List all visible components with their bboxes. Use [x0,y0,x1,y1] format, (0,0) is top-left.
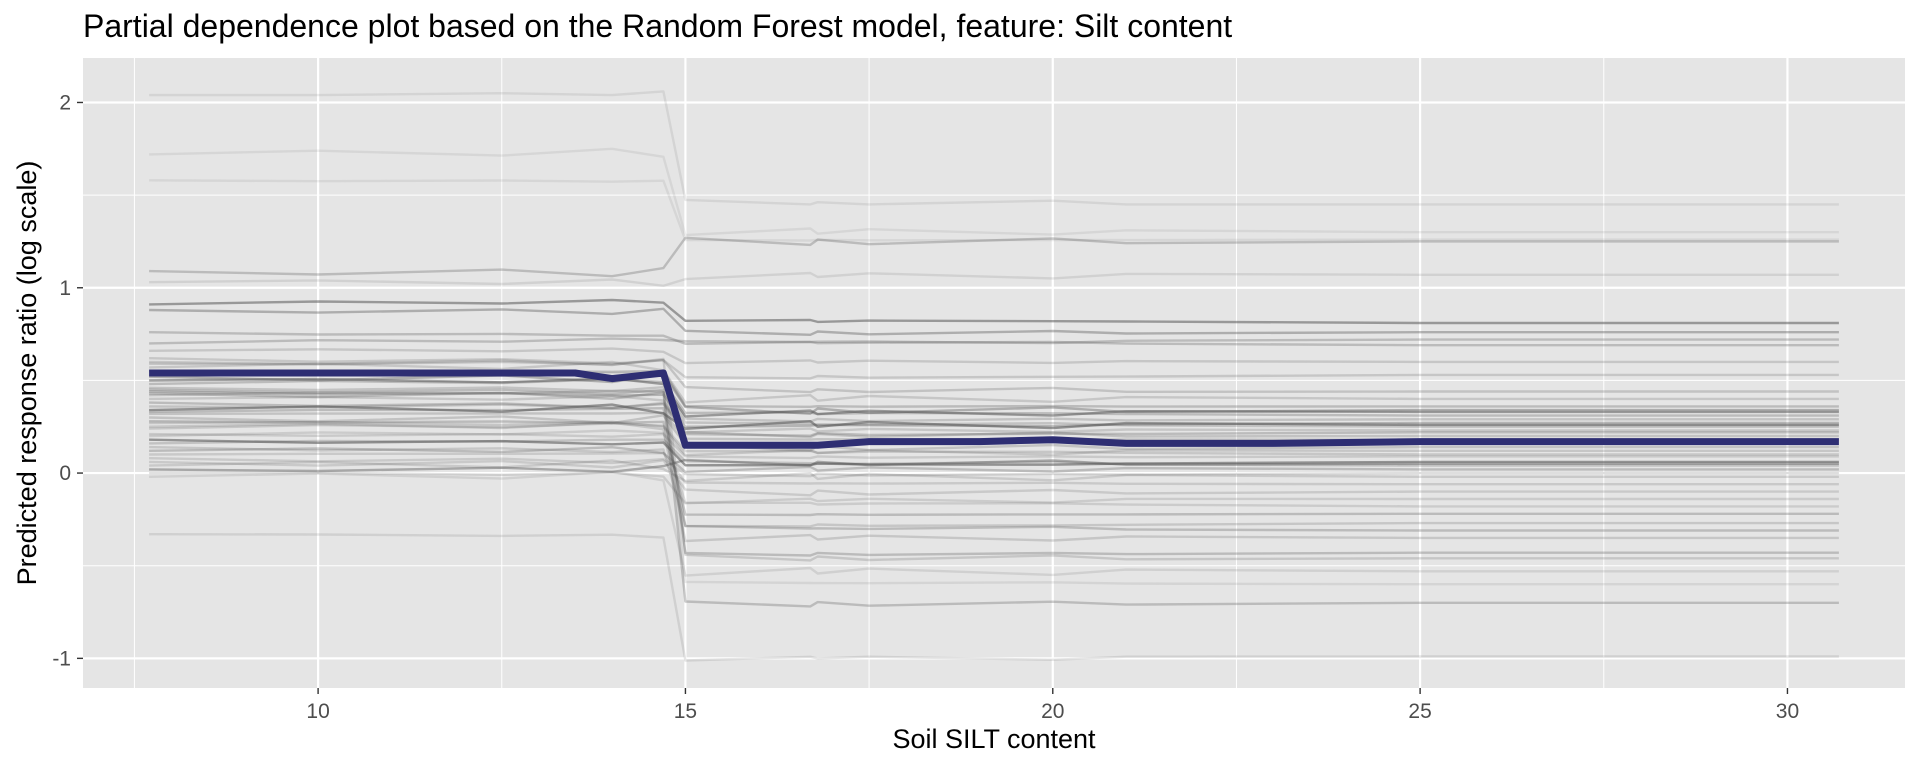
ice-line [149,470,1839,577]
ice-line [149,389,1839,428]
ice-line [149,451,1839,486]
ice-line [149,179,1839,242]
ice-line [149,271,1839,287]
ice-line [149,298,1839,325]
ice-line [149,459,1839,483]
ice-line [149,401,1839,437]
ice-line [149,307,1839,336]
chart-title: Partial dependence plot based on the Ran… [83,8,1233,44]
ice-line [149,414,1839,452]
y-tick-label: 0 [59,462,71,485]
ice-line [149,421,1839,543]
ice-line [149,432,1839,460]
ice-line [149,377,1839,418]
ice-line [149,471,1839,505]
ice-line [149,394,1839,434]
ice-line [149,378,1839,417]
ice-line [149,446,1839,474]
ice-line [149,331,1839,345]
ice-lines-layer [149,90,1839,662]
axis-layer: 10 15 20 25 30 -1 0 1 2 [52,91,1799,723]
ice-line [149,236,1839,278]
x-tick-label: 10 [306,700,329,723]
y-axis-title: Predicted response ratio (log scale) [12,161,42,586]
y-tick-label: 1 [59,277,71,300]
ice-line [149,533,1839,662]
ice-line [149,357,1839,562]
ice-line [149,391,1839,608]
ice-line [149,422,1839,456]
ice-line [149,457,1839,478]
y-tick-label: 2 [59,91,71,114]
ice-line [149,388,1839,557]
ice-line [149,337,1839,347]
ice-line [149,403,1839,430]
x-tick-label: 30 [1776,700,1799,723]
mean-pdp-line [149,369,1839,449]
ice-line [149,357,1839,380]
x-axis-title: Soil SILT content [892,724,1096,754]
ice-line [149,458,1839,473]
ice-line [149,438,1839,467]
ice-line [149,420,1839,517]
ice-line [149,459,1839,497]
x-tick-label: 20 [1041,700,1064,723]
ice-line [149,347,1839,365]
x-tick-label: 15 [674,700,697,723]
ice-line [149,358,1839,394]
ice-line [149,390,1839,428]
ice-line [149,147,1839,237]
x-tick-label: 25 [1408,700,1431,723]
y-tick-label: -1 [52,647,71,670]
ice-line [149,407,1839,532]
ice-line [149,445,1839,528]
ice-line [149,429,1839,508]
mean-line-layer [149,369,1839,449]
ice-line [149,438,1839,467]
ice-line [149,401,1839,439]
ice-line [149,420,1839,457]
ice-line [149,90,1839,206]
grid-layer [83,58,1905,688]
ice-line [149,411,1839,441]
ice-line [149,360,1839,404]
